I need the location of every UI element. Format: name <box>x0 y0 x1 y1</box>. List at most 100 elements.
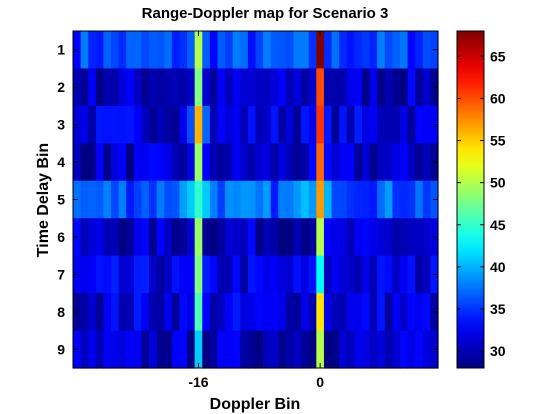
heatmap-cell <box>323 255 333 294</box>
heatmap-cell <box>422 218 431 257</box>
heatmap-cell <box>194 143 203 182</box>
heatmap-cell <box>422 68 431 107</box>
heatmap-cell <box>293 31 302 70</box>
heatmap-cell <box>88 180 97 219</box>
heatmap-cell <box>339 293 348 332</box>
heatmap-cell <box>171 180 181 219</box>
heatmap-cell <box>225 180 234 219</box>
heatmap-cell <box>164 293 173 332</box>
heatmap-cell <box>407 68 416 107</box>
colorbar: 30 35 40 45 50 55 60 65 <box>456 30 506 369</box>
heatmap-cell <box>247 143 257 182</box>
heatmap-cell <box>339 255 348 294</box>
heatmap-cell <box>293 293 302 332</box>
heatmap-cell <box>308 255 317 294</box>
heatmap-cell <box>301 143 310 182</box>
heatmap-cell <box>149 255 158 294</box>
heatmap-cell <box>187 31 196 70</box>
heatmap-cell <box>263 68 272 107</box>
heatmap-cell <box>285 218 295 257</box>
heatmap-cell <box>323 31 333 70</box>
y-tick-label: 1 <box>57 42 65 58</box>
heatmap-cell <box>149 143 158 182</box>
heatmap-cell <box>88 330 97 369</box>
heatmap-cell <box>202 105 211 144</box>
heatmap-cell <box>111 255 120 294</box>
heatmap-cell <box>217 105 226 144</box>
heatmap-cell <box>232 180 241 219</box>
heatmap-cell <box>232 105 241 144</box>
heatmap-cell <box>308 31 317 70</box>
heatmap-cell <box>111 105 120 144</box>
heatmap-cell <box>194 330 203 369</box>
heatmap-cell <box>95 105 105 144</box>
heatmap-cell <box>354 31 363 70</box>
heatmap-cell <box>80 31 89 70</box>
heatmap-cell <box>88 143 97 182</box>
heatmap-cell <box>179 31 188 70</box>
heatmap-cell <box>255 218 264 257</box>
heatmap-cell <box>323 105 333 144</box>
colorbar-tick-label: 50 <box>490 175 506 191</box>
heatmap-cell <box>293 68 302 107</box>
y-tick-label: 8 <box>57 304 65 320</box>
heatmap-cell <box>346 105 355 144</box>
heatmap-cell <box>278 255 287 294</box>
y-tick-label: 6 <box>57 229 65 245</box>
heatmap-cell <box>415 68 424 107</box>
heatmap-cell <box>354 255 363 294</box>
heatmap-cell <box>331 218 340 257</box>
heatmap-cell <box>339 180 348 219</box>
heatmap-cell <box>263 105 272 144</box>
heatmap-cell <box>316 330 325 369</box>
heatmap-cell <box>194 31 203 70</box>
heatmap-cell <box>156 180 165 219</box>
heatmap-cell <box>384 293 393 332</box>
heatmap-cell <box>308 105 317 144</box>
heatmap-cell <box>308 143 317 182</box>
heatmap-cell <box>399 105 409 144</box>
heatmap-cell <box>399 330 409 369</box>
heatmap-cell <box>111 180 120 219</box>
heatmap-cell <box>133 255 143 294</box>
heatmap-cell <box>270 68 279 107</box>
heatmap-cell <box>95 218 105 257</box>
heatmap-cell <box>209 68 219 107</box>
heatmap-cell <box>217 143 226 182</box>
heatmap-cell <box>103 143 112 182</box>
heatmap-cell <box>103 330 112 369</box>
heatmap-cell <box>263 180 272 219</box>
heatmap-cell <box>103 218 112 257</box>
heatmap-cell <box>171 31 181 70</box>
heatmap-cell <box>179 255 188 294</box>
heatmap-cell <box>407 143 416 182</box>
heatmap-cell <box>346 143 355 182</box>
heatmap-cell <box>209 31 219 70</box>
heatmap-cell <box>255 105 264 144</box>
heatmap-cell <box>247 180 257 219</box>
heatmap-cell <box>407 255 416 294</box>
heatmap-cell <box>323 68 333 107</box>
heatmap-cell <box>270 293 279 332</box>
heatmap-cell <box>407 330 416 369</box>
heatmap-cell <box>399 180 409 219</box>
heatmap-cell <box>88 31 97 70</box>
heatmap-cell <box>95 180 105 219</box>
heatmap-cell <box>156 218 165 257</box>
heatmap-cell <box>171 143 181 182</box>
heatmap-cell <box>285 31 295 70</box>
heatmap-cell <box>323 218 333 257</box>
heatmap-cell <box>232 218 241 257</box>
heatmap-cell <box>240 255 249 294</box>
heatmap-cell <box>422 330 431 369</box>
heatmap-cell <box>240 330 249 369</box>
heatmap-cell <box>415 293 424 332</box>
heatmap-cell <box>399 31 409 70</box>
heatmap-cell <box>187 218 196 257</box>
colorbar-tick-label: 30 <box>490 343 506 359</box>
heatmap-cell <box>179 105 188 144</box>
heatmap-cell <box>331 293 340 332</box>
heatmap-cell <box>225 293 234 332</box>
heatmap-cell <box>103 293 112 332</box>
heatmap-cell <box>354 293 363 332</box>
